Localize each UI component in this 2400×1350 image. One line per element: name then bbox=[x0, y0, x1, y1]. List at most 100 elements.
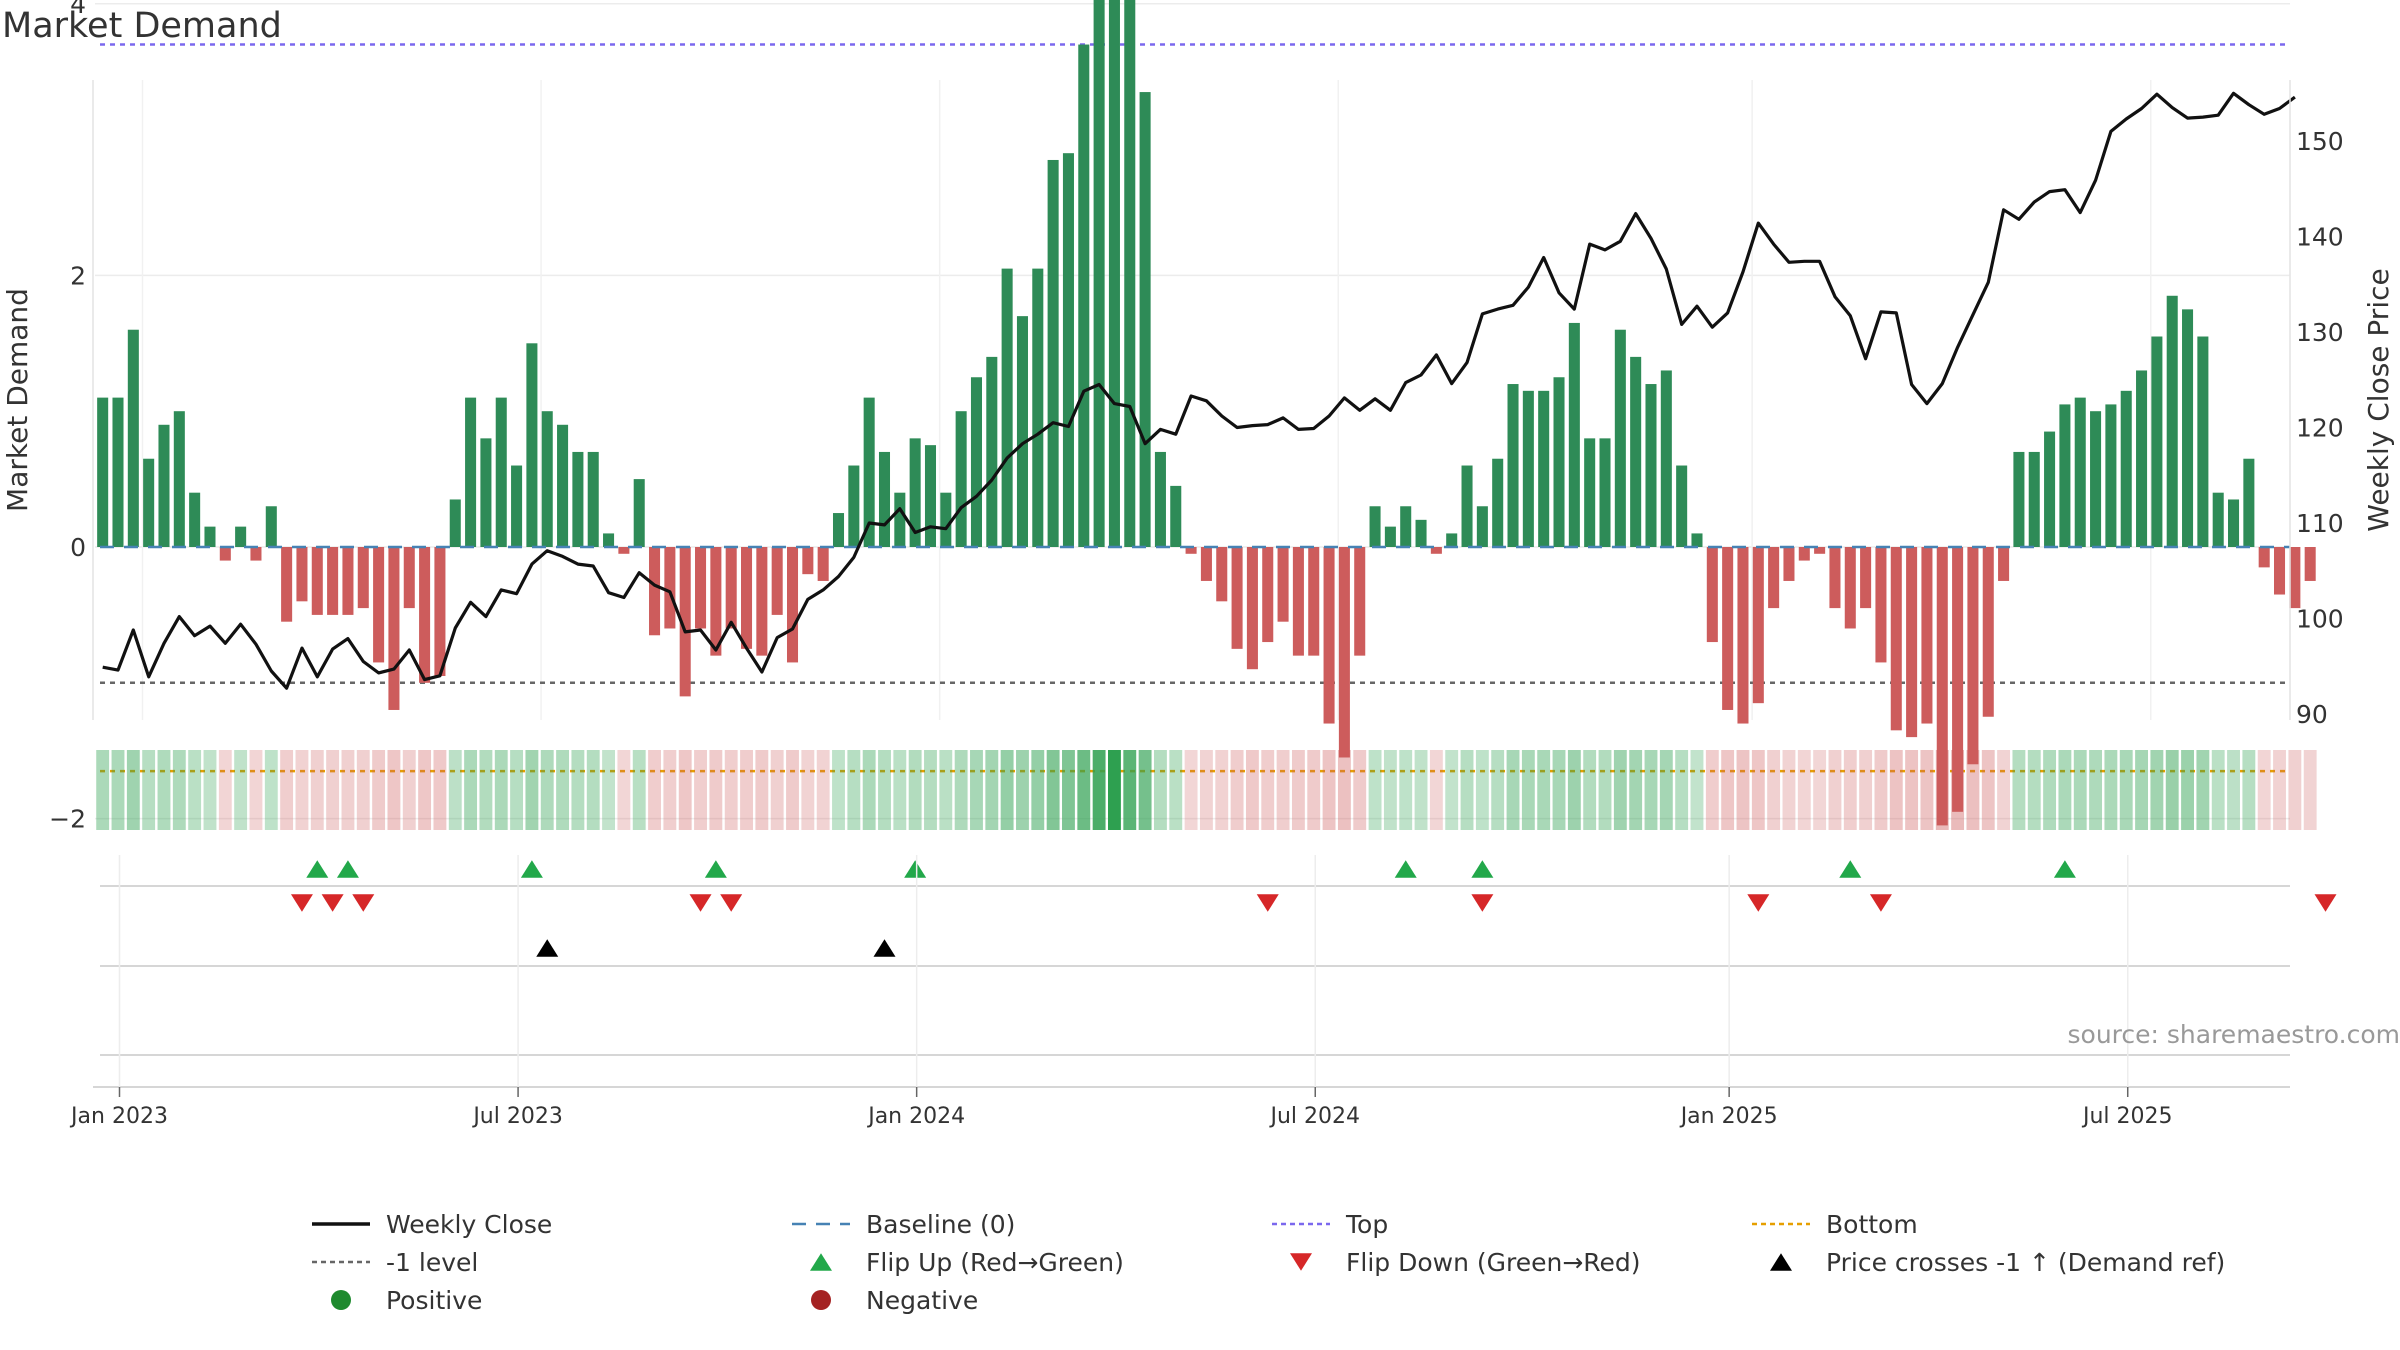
demand-bar-negative bbox=[2258, 547, 2270, 568]
demand-bar-positive bbox=[1476, 506, 1488, 547]
demand-bar-positive bbox=[1446, 533, 1458, 547]
heat-strip-cell bbox=[1062, 750, 1075, 830]
heat-strip-cell bbox=[1981, 750, 1995, 830]
demand-bar-positive bbox=[848, 465, 860, 547]
heat-strip-cell bbox=[1475, 750, 1489, 830]
demand-bar-negative bbox=[1998, 547, 2010, 581]
demand-bar-negative bbox=[1338, 547, 1350, 758]
heat-strip-cell bbox=[2058, 750, 2072, 830]
heat-strip-cell bbox=[525, 750, 539, 830]
y-tick-label: 2 bbox=[70, 261, 86, 290]
demand-bar-negative bbox=[2304, 547, 2316, 581]
heat-strip-cell bbox=[2089, 750, 2103, 830]
heat-strip-cell bbox=[1767, 750, 1781, 830]
demand-bar-positive bbox=[2136, 370, 2148, 547]
y-right-tick-label: 140 bbox=[2296, 223, 2344, 252]
legend-item: Negative bbox=[790, 1281, 978, 1319]
legend-symbol bbox=[312, 1222, 370, 1226]
demand-bar-positive bbox=[1415, 519, 1427, 547]
heat-strip-cell bbox=[1031, 750, 1045, 830]
demand-bar-positive bbox=[894, 492, 906, 547]
heat-strip-cell bbox=[1215, 750, 1229, 830]
heat-strip-cell bbox=[2273, 750, 2286, 830]
heat-strip-cell bbox=[1751, 750, 1765, 830]
demand-bar-negative bbox=[311, 547, 323, 615]
demand-bar-negative bbox=[1921, 547, 1933, 724]
demand-bar-negative bbox=[250, 547, 262, 561]
demand-bar-negative bbox=[342, 547, 354, 615]
heat-strip-cell bbox=[1491, 750, 1505, 830]
demand-bar-positive bbox=[2013, 451, 2025, 547]
demand-bar-negative bbox=[1262, 547, 1274, 643]
heat-strip-cell bbox=[2196, 750, 2210, 830]
heat-strip-cell bbox=[694, 750, 707, 830]
heat-strip-cell bbox=[1000, 750, 1014, 830]
demand-bar-positive bbox=[1676, 465, 1688, 547]
demand-bar-positive bbox=[1139, 92, 1151, 547]
demand-bar-positive bbox=[1538, 390, 1550, 547]
demand-bar-positive bbox=[2151, 336, 2163, 547]
legend-item: Bottom bbox=[1750, 1205, 1918, 1243]
demand-bar-positive bbox=[1369, 506, 1381, 547]
demand-bar-negative bbox=[771, 547, 783, 615]
heat-strip-cell bbox=[1705, 750, 1719, 830]
heat-strip-cell bbox=[602, 750, 615, 830]
demand-bar-negative bbox=[1783, 547, 1795, 581]
axes: −2024690100110120130140150Market DemandW… bbox=[1, 0, 2395, 834]
heat-strip-cell bbox=[678, 750, 692, 830]
demand-bar-negative bbox=[786, 547, 799, 663]
demand-bar-negative bbox=[1952, 547, 1964, 812]
cross-marker bbox=[873, 939, 896, 957]
demand-bar-positive bbox=[1584, 438, 1596, 547]
legend-label: Weekly Close bbox=[386, 1209, 553, 1239]
demand-bar-negative bbox=[1706, 547, 1718, 643]
demand-bar-negative bbox=[679, 547, 691, 697]
demand-bar-positive bbox=[265, 506, 277, 547]
demand-bar-positive bbox=[1645, 384, 1657, 547]
demand-bar-positive bbox=[1154, 451, 1166, 547]
demand-bar-positive bbox=[2212, 492, 2224, 547]
market-demand-chart: −2024690100110120130140150Market DemandW… bbox=[1, 0, 2395, 1129]
legend-label: Flip Down (Green→Red) bbox=[1346, 1247, 1641, 1277]
heat-strip-cell bbox=[832, 750, 845, 830]
demand-bar-positive bbox=[863, 397, 875, 547]
demand-bar-positive bbox=[2105, 404, 2117, 547]
source-label: source: sharemaestro.com bbox=[2067, 1020, 2400, 1049]
heat-strip-cell bbox=[341, 750, 355, 830]
demand-bar-negative bbox=[1798, 547, 1810, 561]
legend-symbol bbox=[810, 1253, 832, 1271]
legend-item: Flip Down (Green→Red) bbox=[1270, 1243, 1641, 1281]
legend-item: -1 level bbox=[310, 1243, 478, 1281]
flip-up-marker bbox=[704, 860, 727, 878]
demand-bar-positive bbox=[158, 424, 170, 547]
demand-bar-positive bbox=[1093, 0, 1105, 548]
demand-bar-negative bbox=[664, 547, 676, 629]
legend-item: Flip Up (Red→Green) bbox=[790, 1243, 1124, 1281]
cross-marker bbox=[536, 939, 559, 957]
heat-strip-cell bbox=[448, 750, 462, 830]
x-tick-label: Jul 2024 bbox=[1268, 1104, 1360, 1129]
weekly-close-path bbox=[102, 91, 2296, 690]
demand-bar-positive bbox=[1522, 390, 1534, 547]
heat-strip-cell bbox=[1322, 750, 1336, 830]
legend-label: Positive bbox=[386, 1285, 483, 1315]
signal-markers bbox=[100, 860, 2337, 1056]
demand-bar-negative bbox=[1890, 547, 1902, 731]
flip-down-marker bbox=[352, 894, 375, 912]
demand-bar-positive bbox=[1630, 356, 1642, 547]
demand-bar-negative bbox=[403, 547, 415, 609]
heat-strip-cell bbox=[2257, 750, 2271, 830]
demand-bar-negative bbox=[1737, 547, 1749, 724]
heat-strip-cell bbox=[1230, 750, 1244, 830]
legend-symbol bbox=[792, 1222, 850, 1226]
heat-strip-cell bbox=[1307, 750, 1321, 830]
demand-bar-positive bbox=[2120, 390, 2132, 547]
flip-down-marker bbox=[1471, 894, 1494, 912]
heat-strip-cell bbox=[816, 750, 830, 830]
legend-symbol bbox=[1752, 1222, 1810, 1226]
demand-bar-positive bbox=[1170, 485, 1182, 547]
demand-bar-positive bbox=[1078, 44, 1090, 547]
heat-strip-cell bbox=[1889, 750, 1903, 830]
heat-strip-cell bbox=[280, 750, 294, 830]
demand-bar-negative bbox=[802, 547, 814, 575]
